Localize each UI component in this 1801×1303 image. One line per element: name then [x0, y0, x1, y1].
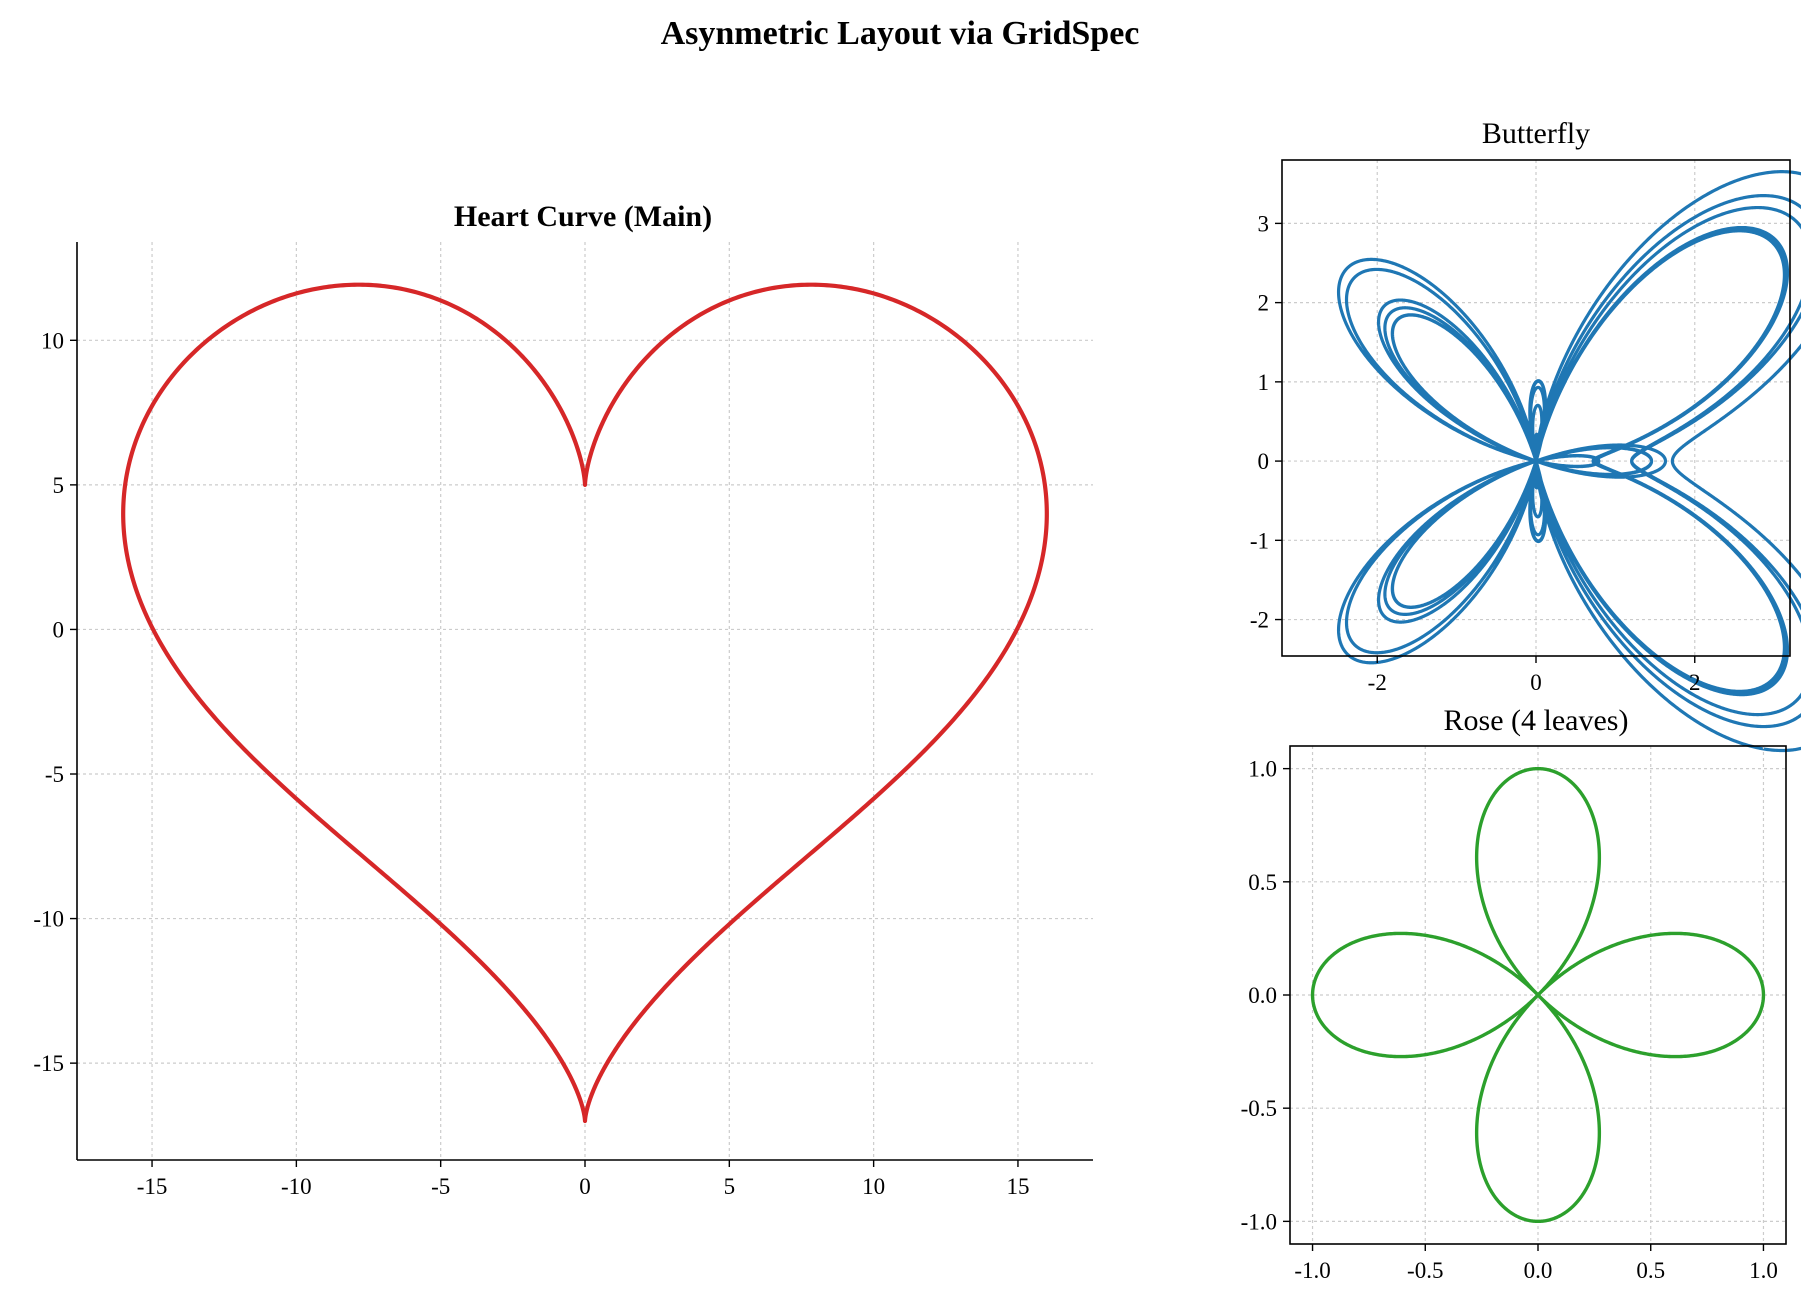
butterfly-ytick-label: 0 — [1258, 449, 1270, 474]
rose-ytick-label: 1.0 — [1248, 757, 1277, 782]
rose-curve — [1310, 766, 1766, 1224]
heart-xtick-label: 5 — [724, 1174, 736, 1199]
heart-title: Heart Curve (Main) — [454, 200, 712, 233]
heart-ytick-label: -5 — [45, 762, 64, 787]
butterfly-ytick-label: 2 — [1258, 291, 1270, 316]
figure-suptitle: Asynmetric Layout via GridSpec — [661, 15, 1140, 52]
butterfly-curve — [1336, 170, 1801, 753]
heart-axes: Heart Curve (Main) -15 -10 -5 0 5 10 15 -15 -10 -… — [33, 200, 1093, 1199]
heart-ytick-label: -10 — [33, 907, 64, 932]
heart-xtick-label: 0 — [579, 1174, 591, 1199]
rose-title: Rose (4 leaves) — [1444, 704, 1629, 737]
rose-ytick-label: -1.0 — [1241, 1209, 1277, 1234]
rose-xtick-label: -1.0 — [1294, 1258, 1330, 1283]
rose-ytick-label: 0.0 — [1248, 983, 1277, 1008]
rose-ytick-label: -0.5 — [1241, 1096, 1277, 1121]
butterfly-xtick-label: -2 — [1368, 670, 1387, 695]
rose-xtick-label: 1.0 — [1749, 1258, 1778, 1283]
rose-xtick-label: -0.5 — [1407, 1258, 1443, 1283]
butterfly-xtick-label: 0 — [1530, 670, 1542, 695]
rose-xtick-label: 0.0 — [1524, 1258, 1553, 1283]
heart-ytick-label: 5 — [53, 473, 65, 498]
heart-ytick-label: 10 — [41, 328, 64, 353]
heart-ytick-label: 0 — [53, 617, 65, 642]
butterfly-ytick-label: 3 — [1258, 211, 1270, 236]
butterfly-ytick-label: 1 — [1258, 370, 1270, 395]
rose-xtick-label: 0.5 — [1636, 1258, 1665, 1283]
butterfly-xtick-label: 2 — [1689, 670, 1701, 695]
heart-xtick-label: -5 — [431, 1174, 450, 1199]
heart-xtick-label: 15 — [1006, 1174, 1029, 1199]
heart-ytick-label: -15 — [33, 1051, 64, 1076]
rose-ytick-label: 0.5 — [1248, 870, 1277, 895]
butterfly-title: Butterfly — [1482, 117, 1590, 150]
heart-xtick-label: -10 — [281, 1174, 312, 1199]
butterfly-ytick-label: -1 — [1250, 528, 1269, 553]
heart-curve — [121, 282, 1049, 1124]
butterfly-axes: Butterfly -2 0 2 -2 -1 0 1 2 3 — [1250, 117, 1801, 753]
rose-axes: Rose (4 leaves) -1.0 -0.5 0.0 0.5 1.0 -1.0 -0.… — [1241, 704, 1787, 1283]
butterfly-ytick-label: -2 — [1250, 608, 1269, 633]
heart-xtick-label: -15 — [137, 1174, 168, 1199]
heart-xtick-label: 10 — [862, 1174, 885, 1199]
